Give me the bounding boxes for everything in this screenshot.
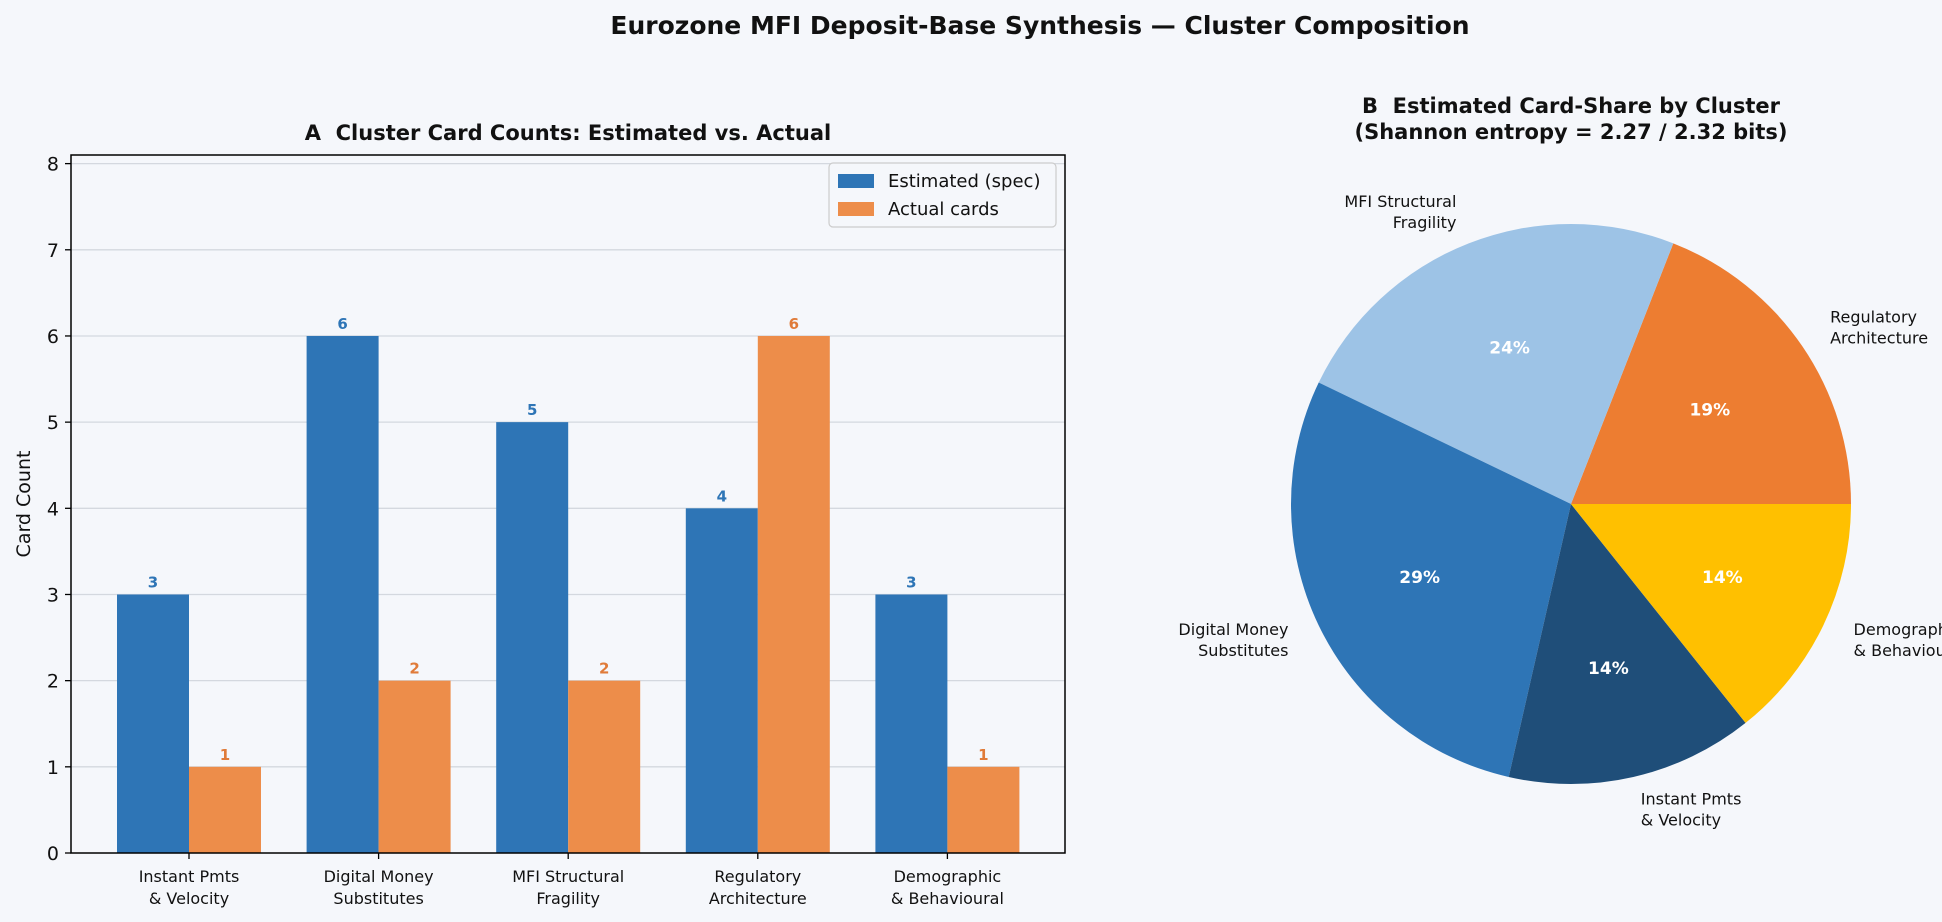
data-label-estimated: 6 bbox=[337, 315, 347, 333]
bar-chart-panel: A Cluster Card Counts: Estimated vs. Act… bbox=[13, 121, 1066, 908]
legend-label: Estimated (spec) bbox=[888, 171, 1040, 192]
x-tick-label: Digital Money bbox=[324, 867, 434, 886]
data-label-estimated: 4 bbox=[717, 487, 727, 505]
x-tick-label: Fragility bbox=[536, 889, 600, 908]
pie-slice bbox=[1571, 504, 1851, 723]
x-tick-label: Architecture bbox=[709, 889, 807, 908]
bar-estimated bbox=[306, 335, 379, 853]
data-label-actual: 1 bbox=[978, 746, 988, 764]
pie-chart-slice-labels: Regulatory Architecture MFI Structural Frag… bbox=[1178, 192, 1942, 830]
bar-chart-title: A Cluster Card Counts: Estimated vs. Act… bbox=[305, 121, 831, 145]
x-tick-label: Regulatory bbox=[714, 867, 801, 886]
y-tick-label: 6 bbox=[47, 326, 59, 348]
data-label-estimated: 3 bbox=[906, 573, 916, 591]
bar-estimated bbox=[496, 422, 569, 853]
data-label-actual: 2 bbox=[409, 660, 419, 678]
bar-chart-bars bbox=[117, 335, 1020, 853]
y-tick-label: 1 bbox=[47, 757, 59, 779]
y-tick-label: 3 bbox=[47, 584, 59, 606]
pie-slice-label: Architecture bbox=[1830, 328, 1928, 347]
pie-slice-label: & Velocity bbox=[1641, 811, 1721, 830]
x-tick-label: & Velocity bbox=[149, 889, 229, 908]
pie-slice-label: Demographic bbox=[1854, 620, 1942, 639]
pie-percent-label: 14% bbox=[1702, 568, 1743, 588]
legend-swatch bbox=[838, 174, 874, 188]
pie-percent-label: 14% bbox=[1588, 659, 1629, 679]
pie-slice-label: Substitutes bbox=[1198, 641, 1288, 660]
bar-chart-x-axis: Instant Pmts & Velocity Digital Money Subst… bbox=[139, 853, 1004, 908]
pie-chart-title: B Estimated Card-Share by Cluster bbox=[1362, 94, 1781, 118]
pie-chart-slices bbox=[1291, 223, 1851, 784]
data-label-actual: 2 bbox=[599, 660, 609, 678]
pie-slice-label: Digital Money bbox=[1178, 620, 1288, 639]
bar-chart-legend: Estimated (spec) Actual cards bbox=[828, 162, 1057, 228]
y-tick-label: 8 bbox=[47, 154, 59, 176]
pie-slice-label: Regulatory bbox=[1830, 307, 1917, 326]
bar-estimated bbox=[875, 594, 948, 853]
x-tick-label: & Behavioural bbox=[891, 889, 1004, 908]
data-label-estimated: 3 bbox=[148, 573, 158, 591]
pie-slice bbox=[1318, 223, 1674, 505]
bar-actual bbox=[189, 766, 261, 853]
x-tick-label: Instant Pmts bbox=[139, 867, 240, 886]
bar-actual bbox=[378, 680, 451, 853]
bar-chart-data-labels: 3 1 6 2 5 2 4 6 3 1 bbox=[148, 315, 989, 764]
pie-slice-label: Instant Pmts bbox=[1641, 790, 1742, 809]
pie-slice bbox=[1571, 243, 1851, 504]
data-label-estimated: 5 bbox=[527, 401, 537, 419]
y-tick-label: 2 bbox=[47, 671, 59, 693]
bar-actual bbox=[568, 680, 641, 853]
bar-actual bbox=[947, 766, 1020, 853]
x-tick-label: Demographic bbox=[894, 867, 1002, 886]
bar-chart-y-axis-label: Card Count bbox=[13, 451, 35, 558]
pie-percent-label: 19% bbox=[1689, 400, 1730, 420]
pie-slice-label: Fragility bbox=[1393, 213, 1457, 232]
legend-label: Actual cards bbox=[888, 199, 999, 220]
pie-chart-panel: B Estimated Card-Share by Cluster (Shann… bbox=[1178, 94, 1942, 830]
figure-title: Eurozone MFI Deposit-Base Synthesis — Cl… bbox=[610, 11, 1469, 40]
pie-chart-subtitle: (Shannon entropy = 2.27 / 2.32 bits) bbox=[1355, 120, 1788, 144]
y-tick-label: 4 bbox=[47, 498, 59, 520]
pie-slice bbox=[1508, 504, 1746, 784]
pie-slice-label: MFI Structural bbox=[1344, 192, 1456, 211]
y-tick-label: 7 bbox=[47, 240, 59, 262]
data-label-actual: 1 bbox=[220, 746, 230, 764]
pie-percent-label: 29% bbox=[1399, 568, 1440, 588]
x-tick-label: Substitutes bbox=[333, 889, 423, 908]
pie-percent-label: 24% bbox=[1489, 339, 1530, 359]
bar-estimated bbox=[685, 508, 758, 853]
y-tick-label: 5 bbox=[47, 412, 59, 434]
x-tick-label: MFI Structural bbox=[512, 867, 624, 886]
bar-estimated bbox=[117, 594, 189, 853]
bar-actual bbox=[757, 335, 830, 853]
pie-slice-label: & Behavioural bbox=[1854, 641, 1942, 660]
data-label-actual: 6 bbox=[789, 315, 799, 333]
pie-slice bbox=[1291, 382, 1571, 777]
legend-box bbox=[828, 162, 1057, 228]
legend-swatch bbox=[838, 202, 874, 216]
bar-chart-y-axis: 0 1 2 3 4 5 6 7 8 bbox=[47, 154, 71, 865]
pie-chart-percent-labels: 19% 24% 29% 14% 14% bbox=[1399, 339, 1742, 679]
y-tick-label: 0 bbox=[47, 843, 59, 865]
